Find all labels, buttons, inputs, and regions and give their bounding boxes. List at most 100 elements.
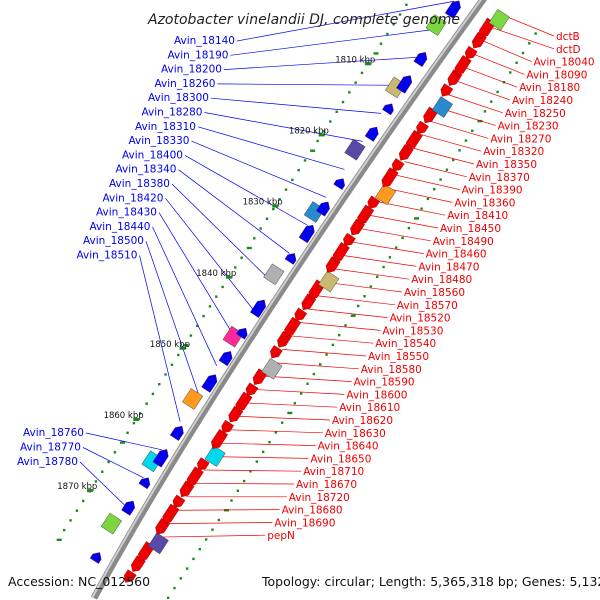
- gene-label-right[interactable]: Avin_18240: [512, 95, 573, 107]
- tick-mark: [509, 71, 512, 74]
- gene-arrow: [138, 477, 151, 490]
- tick-mark: [477, 119, 483, 123]
- tick-mark: [101, 470, 104, 473]
- gene-label-left[interactable]: Avin_18140: [174, 35, 235, 47]
- gene-arrow: [201, 374, 218, 393]
- gene-label-left[interactable]: Avin_18380: [109, 178, 170, 190]
- gene-label-left[interactable]: Avin_18330: [128, 135, 189, 147]
- gene-label-left[interactable]: Avin_18760: [23, 427, 84, 439]
- gene-label-right[interactable]: Avin_18390: [462, 185, 523, 197]
- tick-mark: [132, 421, 136, 425]
- tick-mark: [398, 13, 402, 16]
- gene-label-right[interactable]: Avin_18600: [346, 389, 407, 401]
- tick-mark: [236, 489, 240, 492]
- gene-label-right[interactable]: Avin_18520: [390, 313, 451, 325]
- gene-label-right[interactable]: Avin_18560: [404, 287, 465, 299]
- gene-label-right[interactable]: Avin_18270: [490, 133, 551, 145]
- tick-mark: [414, 217, 420, 220]
- gene-label-right[interactable]: Avin_18250: [505, 108, 566, 120]
- leader-line: [229, 429, 323, 434]
- gene-label-right[interactable]: Avin_18450: [440, 223, 501, 235]
- gene-label-left[interactable]: Avin_18200: [161, 64, 222, 76]
- gene-label-right[interactable]: dctD: [556, 44, 581, 56]
- gene-label-right[interactable]: Avin_18480: [411, 274, 472, 286]
- gene-label-left[interactable]: Avin_18770: [20, 442, 81, 454]
- leader-line: [386, 188, 453, 203]
- tick-mark: [158, 382, 161, 386]
- gene-label-left[interactable]: Avin_18190: [167, 49, 228, 61]
- gene-label-right[interactable]: Avin_18350: [476, 159, 537, 171]
- gene-arrow: [294, 307, 308, 321]
- gene-label-right[interactable]: Avin_18540: [375, 338, 436, 350]
- gene-label-right[interactable]: Avin_18470: [418, 261, 479, 273]
- gene-label-left[interactable]: Avin_18420: [102, 192, 163, 204]
- tick-mark: [329, 120, 332, 123]
- gene-box: [375, 183, 397, 206]
- gene-label-right[interactable]: Avin_18570: [397, 300, 458, 312]
- gene-label-left[interactable]: Avin_18300: [148, 92, 209, 104]
- gene-label-right[interactable]: Avin_18680: [282, 505, 343, 517]
- leader-line: [290, 335, 374, 344]
- tick-mark: [386, 32, 389, 36]
- gene-label-left[interactable]: Avin_18430: [96, 207, 157, 219]
- gene-arrow: [250, 299, 266, 318]
- gene-label-right[interactable]: Avin_18630: [325, 428, 386, 440]
- gene-label-right[interactable]: Avin_18230: [498, 121, 559, 133]
- gene-label-right[interactable]: Avin_18690: [274, 517, 335, 529]
- tick-mark: [293, 402, 297, 405]
- gene-label-right[interactable]: Avin_18360: [454, 197, 515, 209]
- tick-mark: [272, 207, 275, 211]
- gene-label-right[interactable]: Avin_18670: [296, 479, 357, 491]
- leader-line: [439, 107, 496, 126]
- gene-label-right[interactable]: Avin_18490: [433, 236, 494, 248]
- leader-line: [223, 56, 418, 70]
- gene-arrow: [381, 167, 399, 188]
- tick-mark: [164, 373, 167, 376]
- gene-label-right[interactable]: Avin_18610: [339, 402, 400, 414]
- tick-mark: [217, 518, 221, 522]
- leader-line: [145, 241, 199, 394]
- gene-label-left[interactable]: Avin_18280: [141, 107, 202, 119]
- gene-label-right[interactable]: Avin_18090: [526, 69, 587, 81]
- gene-box: [182, 388, 204, 410]
- tick-mark: [322, 130, 326, 133]
- gene-label-left[interactable]: Avin_18500: [83, 235, 144, 247]
- gene-label-left[interactable]: Avin_18510: [76, 250, 137, 262]
- gene-label-right[interactable]: Avin_18720: [289, 492, 350, 504]
- gene-label-right[interactable]: Avin_18640: [318, 441, 379, 453]
- gene-arrow: [298, 224, 315, 244]
- tick-mark: [185, 567, 189, 570]
- gene-label-left[interactable]: Avin_18780: [17, 456, 78, 468]
- tick-mark: [278, 198, 281, 201]
- tick-mark: [303, 159, 307, 162]
- gene-label-right[interactable]: Avin_18040: [534, 57, 595, 69]
- gene-arrow: [89, 552, 102, 564]
- gene-label-right[interactable]: dctB: [556, 31, 580, 43]
- gene-arrow: [172, 494, 186, 508]
- gene-arrow: [333, 178, 345, 190]
- gene-label-right[interactable]: Avin_18530: [382, 325, 443, 337]
- gene-arrow: [357, 204, 375, 225]
- gene-label-right[interactable]: Avin_18320: [483, 146, 544, 158]
- gene-label-right[interactable]: Avin_18180: [519, 82, 580, 94]
- gene-label-right[interactable]: Avin_18410: [447, 210, 508, 222]
- gene-label-right[interactable]: Avin_18650: [310, 453, 371, 465]
- gene-label-right[interactable]: Avin_18710: [303, 466, 364, 478]
- kbp-tick: [179, 346, 186, 350]
- tick-mark: [433, 188, 436, 191]
- gene-label-left[interactable]: Avin_18400: [122, 149, 183, 161]
- gene-label-left[interactable]: Avin_18310: [135, 121, 196, 133]
- gene-label-left[interactable]: Avin_18340: [115, 164, 176, 176]
- gene-label-right[interactable]: Avin_18370: [469, 172, 530, 184]
- gene-label-right[interactable]: Avin_18460: [426, 249, 487, 261]
- gene-label-right[interactable]: pepN: [267, 530, 295, 542]
- tick-mark: [458, 149, 461, 152]
- gene-label-left[interactable]: Avin_18260: [154, 78, 215, 90]
- tick-mark: [420, 207, 423, 210]
- gene-label-right[interactable]: Avin_18580: [361, 364, 422, 376]
- gene-label-right[interactable]: Avin_18620: [332, 415, 393, 427]
- gene-label-right[interactable]: Avin_18550: [368, 351, 429, 363]
- gene-label-left[interactable]: Avin_18440: [89, 221, 150, 233]
- gene-label-right[interactable]: Avin_18590: [354, 377, 415, 389]
